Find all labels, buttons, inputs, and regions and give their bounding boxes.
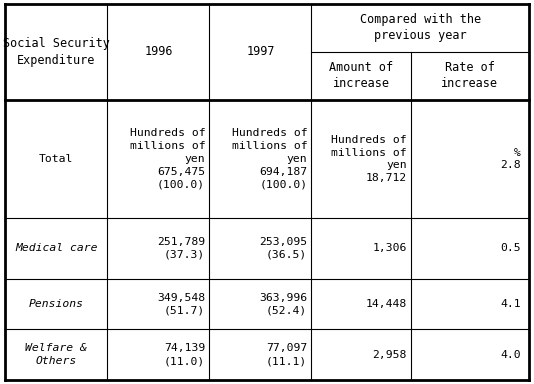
Text: 77,097
(11.1): 77,097 (11.1): [266, 343, 307, 366]
Text: 363,996
(52.4): 363,996 (52.4): [259, 293, 307, 315]
Text: 1996: 1996: [144, 45, 172, 58]
Text: 0.5: 0.5: [500, 243, 521, 253]
Text: %
2.8: % 2.8: [500, 148, 521, 170]
Text: 2,958: 2,958: [372, 350, 407, 360]
Text: 14,448: 14,448: [365, 299, 407, 309]
Text: 349,548
(51.7): 349,548 (51.7): [157, 293, 205, 315]
Text: 251,789
(37.3): 251,789 (37.3): [157, 237, 205, 260]
Text: Compared with the
previous year: Compared with the previous year: [359, 13, 481, 43]
Text: 74,139
(11.0): 74,139 (11.0): [164, 343, 205, 366]
Text: Hundreds of
millions of
yen
675,475
(100.0): Hundreds of millions of yen 675,475 (100…: [130, 129, 205, 190]
Text: Amount of
increase: Amount of increase: [329, 61, 393, 91]
Text: Hundreds of
millions of
yen
18,712: Hundreds of millions of yen 18,712: [331, 135, 407, 183]
Text: Medical care: Medical care: [15, 243, 98, 253]
Text: Pensions: Pensions: [29, 299, 84, 309]
Text: 4.1: 4.1: [500, 299, 521, 309]
Text: Total: Total: [39, 154, 74, 164]
Text: 4.0: 4.0: [500, 350, 521, 360]
Text: Welfare &
Others: Welfare & Others: [26, 343, 87, 366]
Text: Social Security
Expenditure: Social Security Expenditure: [3, 37, 110, 66]
Text: 1,306: 1,306: [372, 243, 407, 253]
Text: Hundreds of
millions of
yen
694,187
(100.0): Hundreds of millions of yen 694,187 (100…: [232, 129, 307, 190]
Text: 1997: 1997: [246, 45, 274, 58]
Text: 253,095
(36.5): 253,095 (36.5): [259, 237, 307, 260]
Text: Rate of
increase: Rate of increase: [441, 61, 498, 91]
